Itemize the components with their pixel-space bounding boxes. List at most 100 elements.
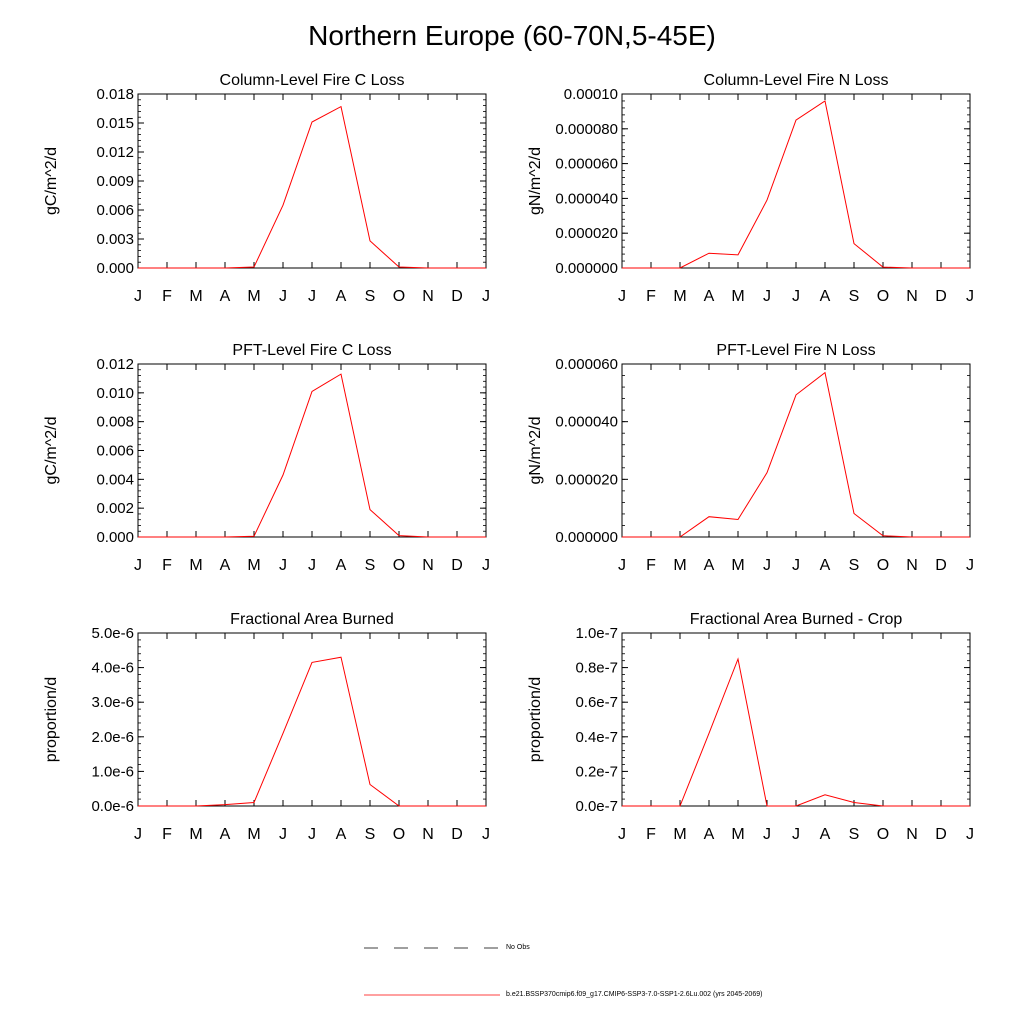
x-tick-label: J bbox=[134, 557, 142, 574]
x-tick-label: S bbox=[849, 557, 860, 574]
x-tick-label: J bbox=[482, 557, 490, 574]
x-tick-label: M bbox=[731, 288, 744, 305]
x-tick-label: F bbox=[646, 557, 656, 574]
y-tick-label: 0.000 bbox=[96, 260, 134, 277]
y-tick-label: 0.00010 bbox=[564, 86, 618, 103]
x-tick-label: D bbox=[935, 826, 947, 843]
y-axis-label: gN/m^2/d bbox=[527, 417, 544, 485]
y-tick-label: 0.000020 bbox=[555, 225, 618, 242]
y-tick-label: 3.0e-6 bbox=[91, 694, 134, 711]
x-tick-label: J bbox=[618, 288, 626, 305]
y-tick-label: 0.010 bbox=[96, 385, 134, 402]
y-axis-label: gC/m^2/d bbox=[43, 417, 60, 485]
panel-title: Column-Level Fire N Loss bbox=[704, 72, 889, 89]
x-tick-label: J bbox=[763, 557, 771, 574]
x-tick-label: J bbox=[763, 288, 771, 305]
x-tick-label: N bbox=[906, 288, 918, 305]
y-tick-label: 0.000000 bbox=[555, 529, 618, 546]
x-tick-label: F bbox=[162, 288, 172, 305]
x-tick-label: O bbox=[877, 826, 889, 843]
y-tick-label: 0.000080 bbox=[555, 121, 618, 138]
x-tick-label: A bbox=[336, 557, 347, 574]
y-tick-label: 2.0e-6 bbox=[91, 729, 134, 746]
y-tick-label: 0.0e-7 bbox=[575, 798, 618, 815]
x-tick-label: J bbox=[308, 826, 316, 843]
x-tick-label: A bbox=[820, 288, 831, 305]
x-tick-label: J bbox=[482, 288, 490, 305]
x-tick-label: M bbox=[673, 826, 686, 843]
x-tick-label: A bbox=[704, 557, 715, 574]
x-tick-label: A bbox=[704, 826, 715, 843]
x-tick-label: M bbox=[189, 557, 202, 574]
y-tick-label: 1.0e-6 bbox=[91, 763, 134, 780]
x-tick-label: O bbox=[393, 826, 405, 843]
y-tick-label: 0.000 bbox=[96, 529, 134, 546]
y-axis-label: proportion/d bbox=[43, 677, 60, 762]
x-tick-label: J bbox=[279, 288, 287, 305]
x-tick-label: O bbox=[877, 288, 889, 305]
x-tick-label: M bbox=[673, 288, 686, 305]
y-tick-label: 0.006 bbox=[96, 443, 134, 460]
x-tick-label: M bbox=[189, 288, 202, 305]
y-tick-label: 0.8e-7 bbox=[575, 660, 618, 677]
x-tick-label: N bbox=[422, 557, 434, 574]
y-tick-label: 0.009 bbox=[96, 173, 134, 190]
x-tick-label: D bbox=[935, 288, 947, 305]
x-tick-label: D bbox=[935, 557, 947, 574]
y-tick-label: 0.2e-7 bbox=[575, 763, 618, 780]
x-tick-label: A bbox=[336, 826, 347, 843]
x-tick-label: D bbox=[451, 557, 463, 574]
x-tick-label: A bbox=[820, 557, 831, 574]
x-tick-label: A bbox=[220, 826, 231, 843]
x-tick-label: M bbox=[673, 557, 686, 574]
y-axis-label: gN/m^2/d bbox=[527, 147, 544, 215]
x-tick-label: J bbox=[966, 288, 974, 305]
panel-title: PFT-Level Fire C Loss bbox=[232, 342, 391, 359]
x-tick-label: O bbox=[393, 288, 405, 305]
legend-obs-label: No Obs bbox=[506, 944, 530, 951]
panel-title: PFT-Level Fire N Loss bbox=[716, 342, 875, 359]
x-tick-label: S bbox=[849, 288, 860, 305]
y-tick-label: 0.6e-7 bbox=[575, 694, 618, 711]
y-tick-label: 5.0e-6 bbox=[91, 625, 134, 642]
panel-title: Fractional Area Burned bbox=[230, 611, 394, 628]
x-tick-label: F bbox=[646, 826, 656, 843]
x-tick-label: M bbox=[247, 826, 260, 843]
y-tick-label: 0.006 bbox=[96, 202, 134, 219]
x-tick-label: J bbox=[308, 288, 316, 305]
x-tick-label: S bbox=[365, 288, 376, 305]
x-tick-label: J bbox=[134, 288, 142, 305]
y-tick-label: 0.000060 bbox=[555, 356, 618, 373]
x-tick-label: F bbox=[162, 557, 172, 574]
x-tick-label: A bbox=[820, 826, 831, 843]
x-tick-label: N bbox=[422, 826, 434, 843]
x-tick-label: M bbox=[731, 826, 744, 843]
page-title: Northern Europe (60-70N,5-45E) bbox=[308, 20, 716, 51]
x-tick-label: J bbox=[618, 557, 626, 574]
x-tick-label: S bbox=[365, 557, 376, 574]
x-tick-label: F bbox=[646, 288, 656, 305]
x-tick-label: J bbox=[482, 826, 490, 843]
x-tick-label: D bbox=[451, 826, 463, 843]
x-tick-label: S bbox=[365, 826, 376, 843]
y-tick-label: 0.015 bbox=[96, 115, 134, 132]
x-tick-label: A bbox=[704, 288, 715, 305]
y-tick-label: 4.0e-6 bbox=[91, 660, 134, 677]
x-tick-label: A bbox=[336, 288, 347, 305]
x-tick-label: S bbox=[849, 826, 860, 843]
x-tick-label: D bbox=[451, 288, 463, 305]
y-axis-label: proportion/d bbox=[527, 677, 544, 762]
panel-title: Fractional Area Burned - Crop bbox=[690, 611, 903, 628]
x-tick-label: O bbox=[393, 557, 405, 574]
x-tick-label: J bbox=[792, 557, 800, 574]
x-tick-label: J bbox=[279, 557, 287, 574]
x-tick-label: F bbox=[162, 826, 172, 843]
x-tick-label: J bbox=[308, 557, 316, 574]
y-tick-label: 0.018 bbox=[96, 86, 134, 103]
y-tick-label: 0.000000 bbox=[555, 260, 618, 277]
x-tick-label: M bbox=[189, 826, 202, 843]
x-tick-label: N bbox=[906, 826, 918, 843]
y-tick-label: 0.012 bbox=[96, 144, 134, 161]
x-tick-label: N bbox=[906, 557, 918, 574]
